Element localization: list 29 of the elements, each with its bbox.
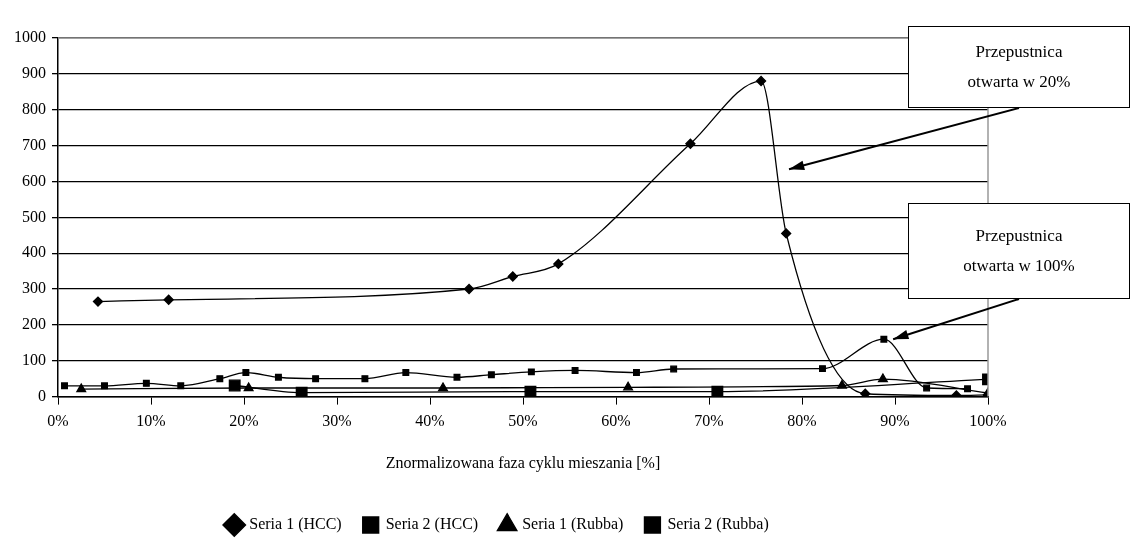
- x-tick-label: 70%: [694, 412, 724, 430]
- callout-box: Przepustnica otwarta w 100%: [908, 203, 1130, 299]
- y-tick-label: 500: [22, 207, 46, 225]
- legend-label: Seria 1 (HCC): [249, 515, 342, 534]
- x-tick-label: 40%: [415, 412, 445, 430]
- x-tick-label: 90%: [880, 412, 910, 430]
- x-tick-label: 20%: [229, 412, 259, 430]
- y-tick-label: 900: [22, 64, 46, 82]
- x-tick-label: 30%: [322, 412, 352, 430]
- y-tick-label: 700: [22, 135, 46, 153]
- y-tick-label: 800: [22, 99, 46, 117]
- x-tick-label: 80%: [787, 412, 817, 430]
- x-axis-title: Znormalizowana faza cyklu mieszania [%]: [385, 453, 661, 472]
- y-tick-label: 600: [22, 171, 46, 189]
- y-tick-label: 200: [22, 315, 46, 333]
- y-tick-label: 400: [22, 243, 46, 261]
- y-tick-label: 1000: [14, 28, 46, 46]
- y-tick-label: 0: [38, 386, 46, 404]
- legend-label: Seria 2 (HCC): [385, 515, 479, 534]
- x-tick-label: 0%: [47, 412, 69, 430]
- y-tick-label: 300: [22, 279, 46, 297]
- legend-label: Seria 2 (Rubba): [667, 515, 769, 534]
- callout-box: Przepustnica otwarta w 20%: [908, 26, 1130, 108]
- y-tick-label: 100: [22, 350, 46, 368]
- x-tick-label: 100%: [969, 412, 1007, 430]
- x-tick-label: 50%: [508, 412, 538, 430]
- x-tick-label: 10%: [136, 412, 166, 430]
- x-tick-label: 60%: [601, 412, 631, 430]
- legend-label: Seria 1 (Rubba): [522, 515, 624, 534]
